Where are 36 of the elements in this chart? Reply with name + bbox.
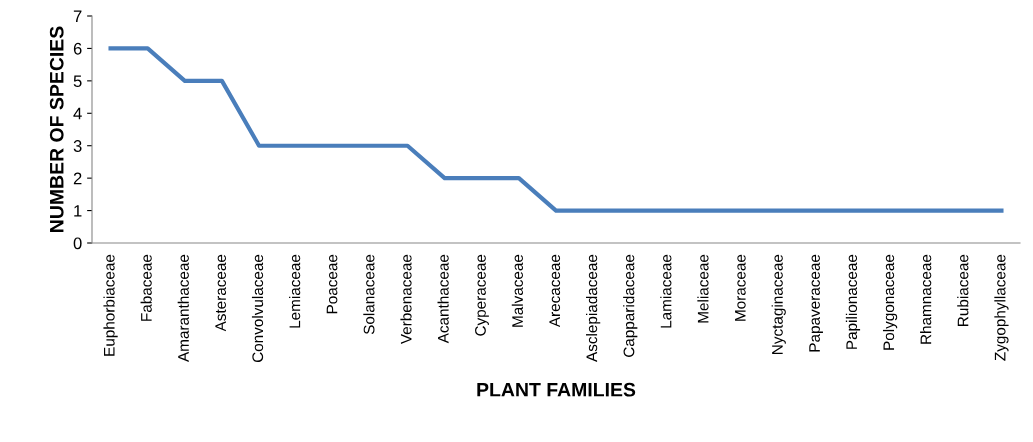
x-tick-label: Solanaceae: [363, 254, 375, 335]
x-tick-label: Fabaceae: [140, 254, 152, 321]
x-tick-label: Convolvulaceae: [251, 254, 264, 363]
x-tick-label: Papaveraceae: [809, 254, 823, 352]
x-tick-label: Papilionaceae: [845, 254, 861, 349]
y-axis-title: NUMBER OF SPECIES: [49, 26, 64, 232]
x-tick-label: Capparidaceae: [623, 254, 638, 357]
x-tick-label: Rubiaceae: [957, 254, 969, 326]
x-tick-label: Asteraceae: [215, 254, 227, 332]
x-tick-label: Malvaceae: [511, 254, 523, 327]
x-tick-label: Verbenaceae: [400, 254, 412, 345]
x-tick-label: Meliaceae: [697, 254, 709, 323]
x-tick-label: Poaceae: [326, 254, 338, 314]
x-tick-label: Moraceae: [735, 254, 746, 321]
y-tick-label: 2: [73, 172, 82, 185]
y-tick-label: 3: [73, 140, 82, 152]
y-tick-label: 6: [73, 42, 82, 55]
y-tick-label: 0: [73, 237, 82, 250]
x-tick-label: Arecaceae: [549, 254, 561, 328]
y-tick-label: 4: [73, 107, 82, 120]
y-tick-label: 7: [73, 10, 82, 23]
x-tick-label: Polygonaceae: [882, 254, 898, 350]
x-tick-label: Cyperaceae: [475, 254, 489, 336]
line-series: [108, 46, 1004, 213]
x-tick-label: Nyctaginaceae: [771, 254, 786, 354]
y-tick-label: 5: [73, 75, 82, 88]
x-tick-label: Acanthaceae: [437, 254, 449, 344]
x-tick-label: Amaranthaceae: [177, 254, 189, 362]
x-tick-label: Lemiaceae: [289, 254, 301, 328]
x-tick-label: Euphorbiaceae: [103, 254, 118, 356]
x-tick-label: Asclepiadaceae: [586, 254, 601, 362]
x-axis-title: PLANT FAMILIES: [477, 382, 636, 397]
x-tick-label: Rhamnaceae: [920, 254, 932, 344]
x-tick-label: Lamiaceae: [660, 254, 672, 328]
y-tick-label: 1: [74, 205, 82, 217]
x-tick-label: Zygophyllaceae: [994, 254, 1009, 361]
